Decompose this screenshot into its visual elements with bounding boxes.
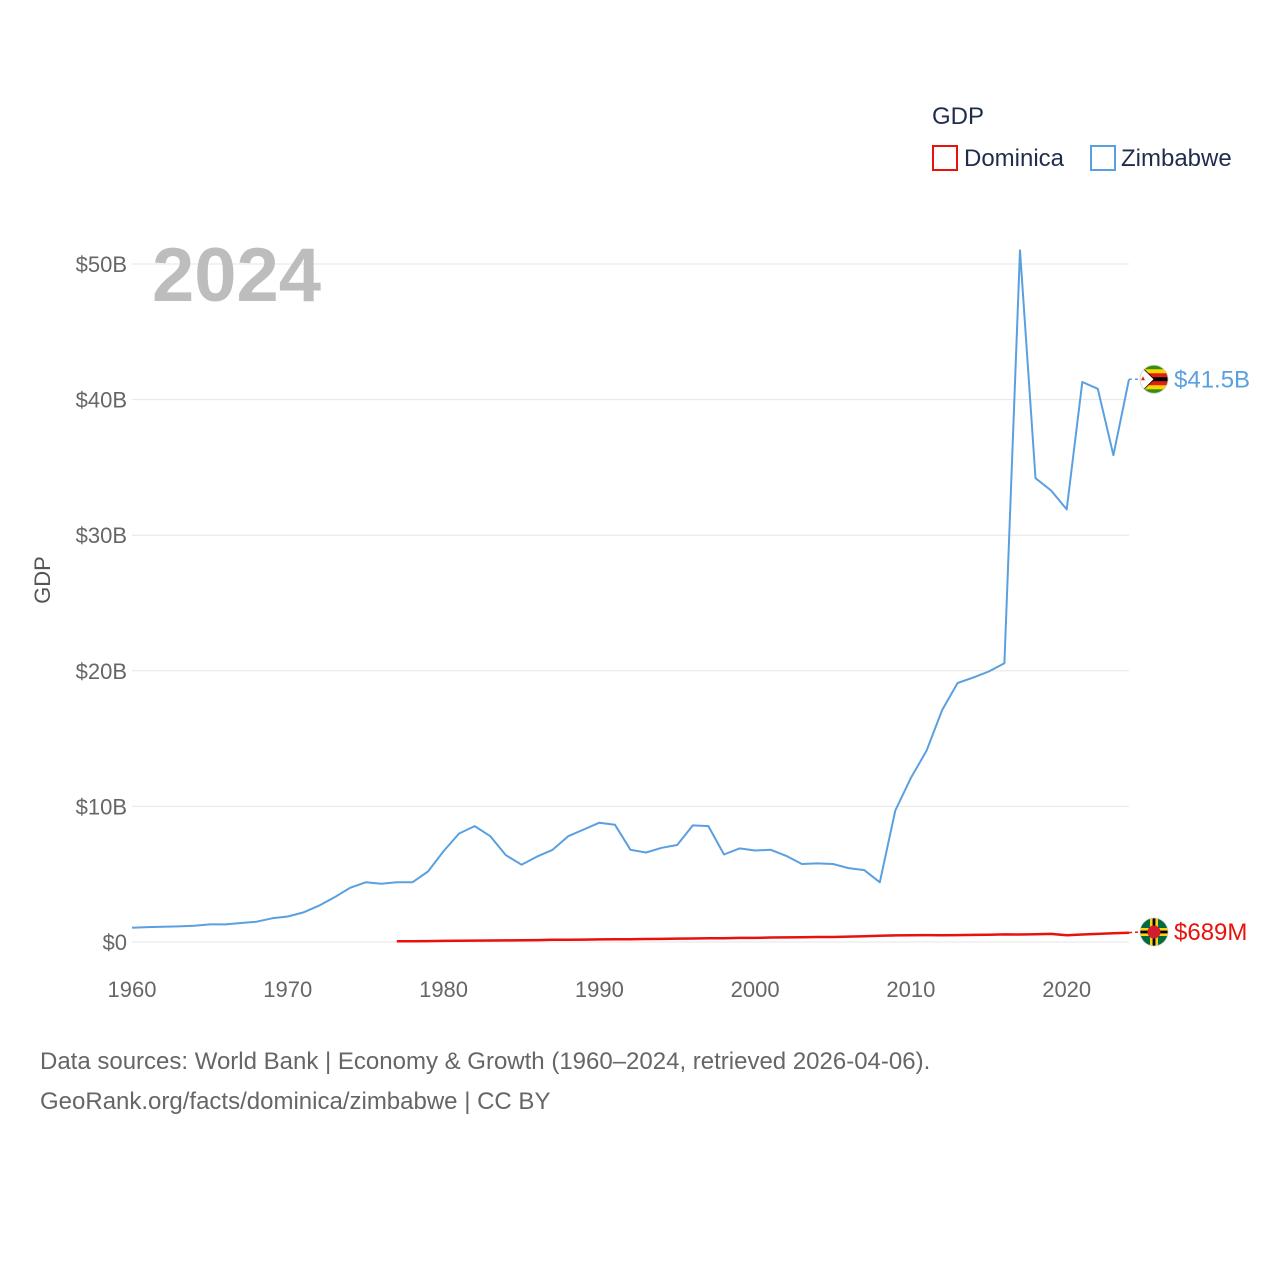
y-axis-ticks: $0 $10B $20B $30B $40B $50B xyxy=(76,252,127,955)
gdp-line-chart: $0 $10B $20B $30B $40B $50B 1960 1970 1980 1990 2… xyxy=(30,103,1250,1002)
x-tick-label: 2010 xyxy=(886,977,935,1002)
end-value-label-zimbabwe: $41.5B xyxy=(1174,366,1250,393)
legend[interactable]: GDP Dominica Zimbabwe xyxy=(932,103,1232,172)
x-tick-label: 1960 xyxy=(108,977,157,1002)
series-line-zimbabwe xyxy=(131,249,1130,929)
legend-title: GDP xyxy=(932,103,984,130)
y-axis-title: GDP xyxy=(30,556,55,604)
zimbabwe-flag-icon xyxy=(1139,364,1169,394)
x-axis-ticks: 1960 1970 1980 1990 2000 2010 2020 xyxy=(108,977,1092,1002)
source-line-2: GeoRank.org/facts/dominica/zimbabwe | CC… xyxy=(40,1088,551,1115)
source-line-1: Data sources: World Bank | Economy & Gro… xyxy=(40,1048,931,1075)
end-value-label-dominica: $689M xyxy=(1174,919,1247,946)
source-note: Data sources: World Bank | Economy & Gro… xyxy=(40,1042,1240,1122)
legend-label-dominica: Dominica xyxy=(964,145,1065,172)
y-tick-label: $30B xyxy=(76,523,127,548)
y-tick-label: $20B xyxy=(76,659,127,684)
legend-item-zimbabwe[interactable]: Zimbabwe xyxy=(1090,145,1232,172)
y-tick-label: $10B xyxy=(76,794,127,819)
y-tick-label: $0 xyxy=(103,930,127,955)
dominica-flag-icon xyxy=(1139,917,1169,947)
year-label: 2024 xyxy=(152,233,321,318)
x-tick-label: 2000 xyxy=(731,977,780,1002)
legend-swatch-zimbabwe xyxy=(1090,145,1116,171)
y-tick-label: $40B xyxy=(76,388,127,413)
y-tick-label: $50B xyxy=(76,252,127,277)
x-tick-label: 2020 xyxy=(1042,977,1091,1002)
series-end-markers: $689M $41.5B xyxy=(1128,364,1250,947)
legend-label-zimbabwe: Zimbabwe xyxy=(1121,145,1232,172)
legend-item-dominica[interactable]: Dominica xyxy=(932,145,1065,172)
x-tick-label: 1990 xyxy=(575,977,624,1002)
series-lines xyxy=(131,249,1130,943)
grid xyxy=(132,263,1129,943)
end-leader-dominica xyxy=(1128,931,1141,934)
x-tick-label: 1980 xyxy=(419,977,468,1002)
legend-swatch-dominica xyxy=(932,145,958,171)
series-line-dominica xyxy=(396,931,1130,943)
x-tick-label: 1970 xyxy=(263,977,312,1002)
